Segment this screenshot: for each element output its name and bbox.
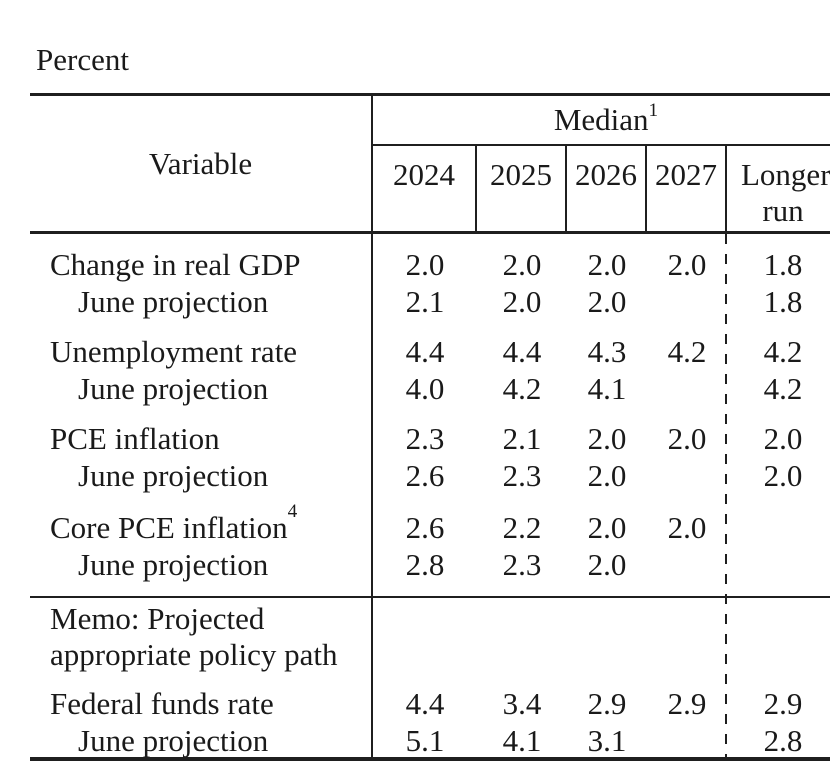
row-label-text: Federal funds rate: [50, 685, 274, 721]
cell-2026: 2.0: [587, 420, 627, 456]
header-median: Median 1: [373, 96, 830, 146]
row-label-text: Change in real GDP: [50, 246, 301, 282]
cell-2024: 2.6: [405, 457, 445, 493]
row-label-footnote: 4: [287, 500, 298, 522]
cell-2025: 2.2: [502, 509, 542, 545]
cell-2025: 4.4: [502, 333, 542, 369]
row-label-text: PCE inflation: [50, 420, 220, 456]
row-label-text: June projection: [78, 283, 269, 319]
cell-2026: 2.0: [587, 546, 627, 582]
table-header: Variable Median 1 2024 2025 2026 2027 Lon…: [30, 96, 830, 234]
row-change-in-real-gdp: Change in real GDP 2.0 2.0 2.0 2.0 1.8: [30, 246, 830, 283]
cell-2026: 2.9: [587, 685, 627, 721]
row-core-pce-inflation: Core PCE inflation4 2.6 2.2 2.0 2.0: [30, 502, 830, 546]
row-pce-june-projection: June projection 2.6 2.3 2.0 2.0: [30, 457, 830, 494]
cell-2024: 2.0: [405, 246, 445, 282]
group-real-gdp: Change in real GDP 2.0 2.0 2.0 2.0 1.8 J…: [30, 246, 830, 320]
variable-column-divider: [371, 234, 373, 757]
group-pce-inflation: PCE inflation 2.3 2.1 2.0 2.0 2.0 June p…: [30, 420, 830, 494]
cell-2027: 2.0: [667, 246, 707, 282]
row-unemployment-june-projection: June projection 4.0 4.2 4.1 4.2: [30, 370, 830, 407]
header-variable: Variable: [30, 96, 373, 231]
row-federal-funds-rate: Federal funds rate 4.4 3.4 2.9 2.9 2.9: [30, 685, 830, 722]
cell-longer-run: 4.2: [763, 370, 803, 406]
row-label: June projection: [30, 458, 373, 494]
projections-table: Variable Median 1 2024 2025 2026 2027 Lon…: [30, 93, 830, 761]
cell-2026: 2.0: [587, 246, 627, 282]
cell-2026: 3.1: [587, 722, 627, 758]
row-label-text: June projection: [78, 370, 269, 406]
row-gdp-june-projection: June projection 2.1 2.0 2.0 1.8: [30, 283, 830, 320]
row-label: Change in real GDP: [30, 247, 373, 283]
cell-2026: 4.1: [587, 370, 627, 406]
row-label: June projection: [30, 547, 373, 583]
cell-2025: 2.3: [502, 457, 542, 493]
cell-longer-run: 1.8: [763, 283, 803, 319]
cell-2026: 4.3: [587, 333, 627, 369]
row-label: June projection: [30, 284, 373, 320]
header-median-label: Median: [553, 102, 649, 137]
group-unemployment: Unemployment rate 4.4 4.4 4.3 4.2 4.2 Ju…: [30, 333, 830, 407]
row-label-text: Core PCE inflation: [50, 509, 288, 545]
row-label: Unemployment rate: [30, 334, 373, 370]
cell-longer-run: 1.8: [763, 246, 803, 282]
group-federal-funds-rate: Federal funds rate 4.4 3.4 2.9 2.9 2.9 J…: [30, 685, 830, 758]
memo-line-2: appropriate policy path: [50, 637, 338, 672]
cell-2024: 4.4: [405, 685, 445, 721]
cell-2024: 5.1: [405, 722, 445, 758]
table-body: Change in real GDP 2.0 2.0 2.0 2.0 1.8 J…: [30, 234, 830, 757]
memo-note: Memo: Projected appropriate policy path: [30, 598, 830, 673]
row-pce-inflation: PCE inflation 2.3 2.1 2.0 2.0 2.0: [30, 420, 830, 457]
cell-longer-run: 2.0: [763, 457, 803, 493]
cell-longer-run: 4.2: [763, 333, 803, 369]
cell-2024: 4.0: [405, 370, 445, 406]
cell-2027: 2.9: [667, 685, 707, 721]
cell-2025: 2.0: [502, 246, 542, 282]
row-label: Federal funds rate: [30, 686, 373, 722]
row-unemployment-rate: Unemployment rate 4.4 4.4 4.3 4.2 4.2: [30, 333, 830, 370]
unit-label: Percent: [36, 42, 129, 77]
cell-2025: 2.3: [502, 546, 542, 582]
header-year-2025: 2025: [477, 146, 567, 231]
row-ffr-june-projection: June projection 5.1 4.1 3.1 2.8: [30, 722, 830, 758]
row-label: June projection: [30, 371, 373, 407]
cell-2024: 2.1: [405, 283, 445, 319]
cell-2025: 2.1: [502, 420, 542, 456]
cell-2024: 2.8: [405, 546, 445, 582]
cell-2025: 3.4: [502, 685, 542, 721]
cell-longer-run: 2.8: [763, 722, 803, 758]
cell-longer-run: 2.9: [763, 685, 803, 721]
memo-section-divider: [30, 596, 830, 598]
cell-2026: 2.0: [587, 509, 627, 545]
row-label-text: June projection: [78, 546, 269, 582]
row-label-text: June projection: [78, 722, 269, 758]
header-year-2026: 2026: [567, 146, 647, 231]
header-year-2024: 2024: [373, 146, 477, 231]
cell-2024: 2.3: [405, 420, 445, 456]
cell-2026: 2.0: [587, 283, 627, 319]
group-core-pce-inflation: Core PCE inflation4 2.6 2.2 2.0 2.0 June…: [30, 502, 830, 583]
memo-line-1: Memo: Projected: [50, 601, 265, 636]
cell-2024: 4.4: [405, 333, 445, 369]
row-label: Core PCE inflation4: [30, 502, 373, 546]
row-label: June projection: [30, 722, 373, 758]
cell-2025: 2.0: [502, 283, 542, 319]
row-label-text: Unemployment rate: [50, 333, 298, 369]
header-longer-run: Longer run: [741, 157, 830, 228]
longer-run-dashed-divider: [725, 234, 727, 757]
row-core-pce-june-projection: June projection 2.8 2.3 2.0: [30, 546, 830, 583]
cell-2027: 2.0: [667, 509, 707, 545]
cell-2025: 4.1: [502, 722, 542, 758]
cell-2027: 4.2: [667, 333, 707, 369]
row-label-text: June projection: [78, 457, 269, 493]
cell-2026: 2.0: [587, 457, 627, 493]
cell-longer-run: 2.0: [763, 420, 803, 456]
cell-2025: 4.2: [502, 370, 542, 406]
header-year-2027: 2027: [647, 146, 727, 231]
cell-2024: 2.6: [405, 509, 445, 545]
cell-2027: 2.0: [667, 420, 707, 456]
row-label: PCE inflation: [30, 421, 373, 457]
